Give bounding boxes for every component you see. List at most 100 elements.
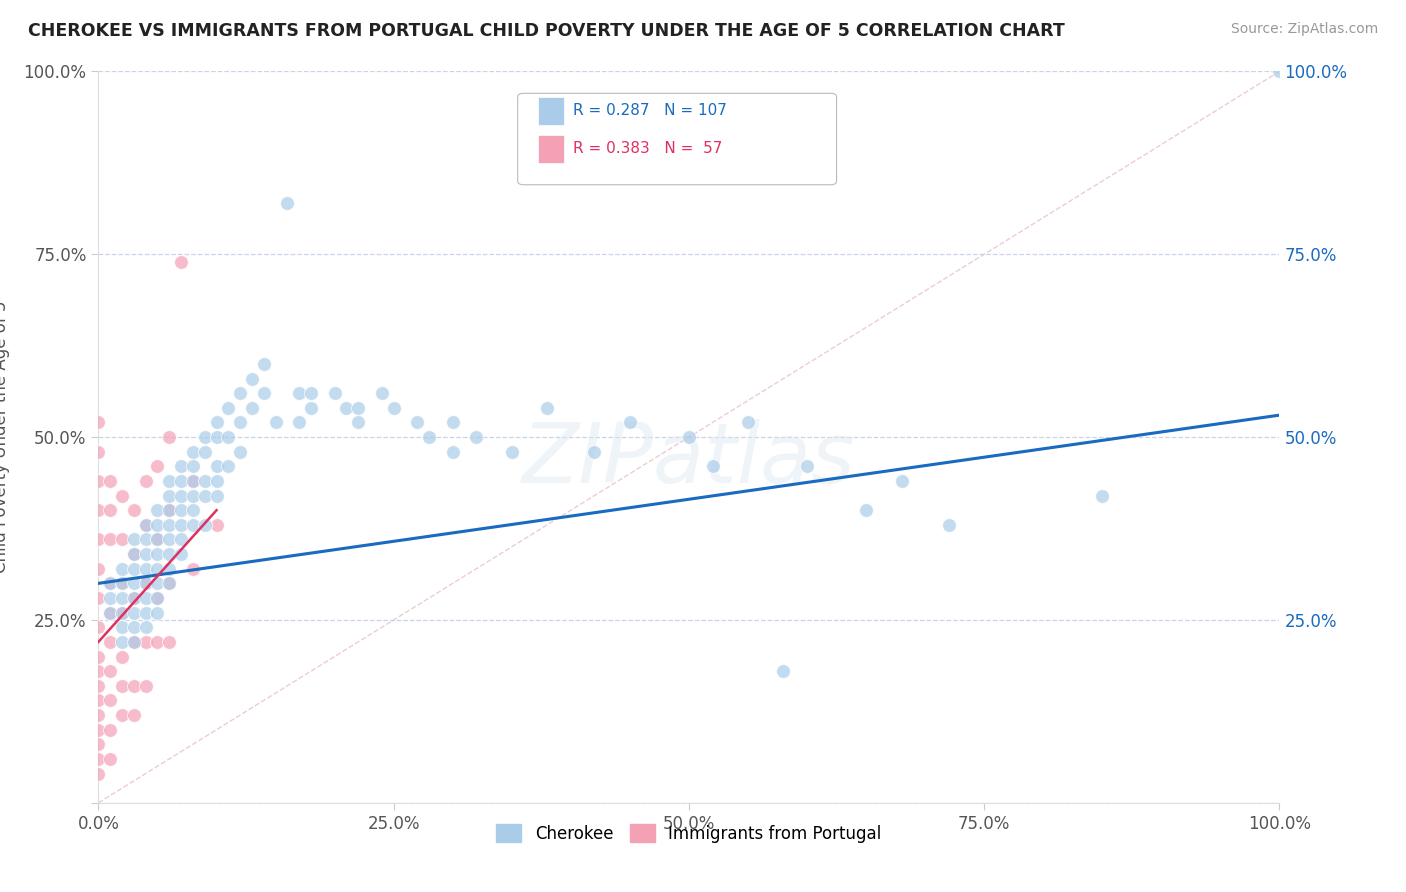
Point	[87, 649, 110, 664]
Point	[98, 591, 121, 605]
Point	[122, 591, 145, 605]
Point	[276, 196, 298, 211]
Point	[135, 606, 157, 620]
Point	[98, 576, 121, 591]
Point	[205, 416, 228, 430]
Point	[98, 723, 121, 737]
Point	[347, 416, 370, 430]
Point	[135, 474, 157, 488]
Point	[146, 459, 169, 474]
Point	[288, 386, 311, 401]
Point	[146, 635, 169, 649]
Point	[157, 635, 180, 649]
Point	[194, 474, 217, 488]
Point	[181, 444, 204, 458]
Point	[87, 708, 110, 723]
Point	[157, 562, 180, 576]
Point	[217, 430, 239, 444]
Point	[98, 503, 121, 517]
Point	[181, 503, 204, 517]
Point	[229, 444, 252, 458]
Point	[98, 576, 121, 591]
Point	[583, 444, 606, 458]
Point	[347, 401, 370, 415]
Point	[87, 752, 110, 766]
Point	[194, 489, 217, 503]
Point	[406, 416, 429, 430]
Point	[122, 503, 145, 517]
Point	[111, 606, 134, 620]
Point	[122, 620, 145, 634]
Point	[135, 533, 157, 547]
Point	[87, 664, 110, 678]
Point	[146, 533, 169, 547]
Point	[111, 708, 134, 723]
Point	[111, 576, 134, 591]
Point	[122, 547, 145, 561]
Point	[205, 474, 228, 488]
FancyBboxPatch shape	[537, 135, 564, 163]
Point	[98, 664, 121, 678]
FancyBboxPatch shape	[517, 94, 837, 185]
Point	[87, 737, 110, 751]
Point	[111, 606, 134, 620]
Point	[323, 386, 346, 401]
Point	[87, 416, 110, 430]
Point	[619, 416, 641, 430]
Point	[181, 489, 204, 503]
Point	[205, 459, 228, 474]
Point	[335, 401, 357, 415]
Point	[135, 547, 157, 561]
Point	[796, 459, 818, 474]
Point	[146, 562, 169, 576]
Point	[382, 401, 405, 415]
Point	[87, 766, 110, 780]
Point	[170, 517, 193, 532]
Point	[146, 517, 169, 532]
Point	[170, 503, 193, 517]
Point	[418, 430, 440, 444]
Point	[181, 459, 204, 474]
Point	[157, 503, 180, 517]
Point	[111, 562, 134, 576]
Point	[87, 723, 110, 737]
Point	[240, 401, 263, 415]
Point	[441, 444, 464, 458]
Point	[217, 401, 239, 415]
Text: Source: ZipAtlas.com: Source: ZipAtlas.com	[1230, 22, 1378, 37]
Point	[157, 503, 180, 517]
Point	[1268, 64, 1291, 78]
Point	[170, 489, 193, 503]
Point	[111, 635, 134, 649]
Point	[157, 533, 180, 547]
Point	[702, 459, 724, 474]
Point	[146, 606, 169, 620]
Point	[441, 416, 464, 430]
Legend: Cherokee, Immigrants from Portugal: Cherokee, Immigrants from Portugal	[489, 818, 889, 849]
Point	[111, 620, 134, 634]
Point	[157, 547, 180, 561]
Point	[135, 576, 157, 591]
Point	[122, 635, 145, 649]
Point	[299, 401, 322, 415]
Point	[194, 517, 217, 532]
Point	[157, 576, 180, 591]
Point	[536, 401, 558, 415]
Point	[194, 444, 217, 458]
Point	[98, 533, 121, 547]
Point	[87, 679, 110, 693]
Point	[157, 489, 180, 503]
Point	[737, 416, 759, 430]
Point	[465, 430, 488, 444]
Point	[678, 430, 700, 444]
Point	[1091, 489, 1114, 503]
Point	[170, 459, 193, 474]
Point	[87, 620, 110, 634]
Point	[170, 474, 193, 488]
Point	[87, 693, 110, 707]
Point	[253, 357, 276, 371]
Point	[157, 430, 180, 444]
Point	[87, 474, 110, 488]
Point	[135, 679, 157, 693]
Point	[135, 591, 157, 605]
